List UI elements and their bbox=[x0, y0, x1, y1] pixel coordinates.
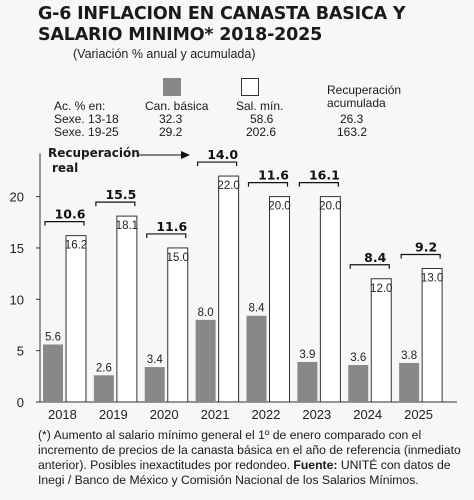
bar-sal-min bbox=[269, 196, 290, 403]
chart-subtitle: (Variación % anual y acumulada) bbox=[73, 47, 256, 61]
bar-chart: 0 5 10 15 20 5.6 16.2 10.6 2018 2.6 18.1 15.5 2019 3.… bbox=[10, 147, 457, 422]
legend-swatch-can-basica bbox=[163, 78, 181, 96]
data-label-recuperacion: 15.5 bbox=[105, 187, 136, 202]
y-tick-label: 0 bbox=[17, 395, 24, 410]
data-label-sal-min: 12.0 bbox=[370, 283, 392, 295]
data-label-recuperacion: 14.0 bbox=[207, 147, 238, 162]
bar-can-basica bbox=[144, 367, 165, 402]
y-tick-label: 20 bbox=[10, 190, 24, 205]
recovery-annotation-line1: Recuperación bbox=[48, 146, 140, 160]
legend-row-label: Sexe. 19-25 bbox=[54, 125, 119, 139]
legend-row-value-sal: 202.6 bbox=[246, 125, 277, 139]
recuperacion-bracket bbox=[146, 233, 187, 238]
bar-can-basica bbox=[399, 362, 420, 402]
x-tick-label: 2024 bbox=[353, 407, 382, 422]
footnote-source-text: UNITÉ con datos de Inegi / Banco de Méxi… bbox=[38, 458, 451, 487]
annotation-arrow-head bbox=[181, 151, 190, 159]
footnote-source-label: Fuente: bbox=[293, 458, 338, 472]
footnote: (*) Aumento al salario mínimo general el… bbox=[38, 428, 468, 488]
data-label-sal-min: 15.0 bbox=[167, 252, 189, 264]
data-label-recuperacion: 11.6 bbox=[156, 219, 187, 234]
x-tick-label: 2018 bbox=[48, 407, 77, 422]
data-label-sal-min: 20.0 bbox=[319, 201, 341, 213]
data-label-sal-min: 22.0 bbox=[217, 180, 239, 192]
recovery-annotation: Recuperación real bbox=[48, 146, 140, 176]
data-label-can-basica: 5.6 bbox=[45, 331, 61, 343]
data-label-can-basica: 3.6 bbox=[350, 352, 366, 364]
x-tick-label: 2021 bbox=[201, 407, 230, 422]
bar-sal-min bbox=[319, 196, 341, 403]
legend-recovery-label-line1: Recuperación bbox=[327, 83, 402, 97]
x-tick-label: 2020 bbox=[150, 407, 179, 422]
chart-title-line2: SALARIO MINIMO* 2018-2025 bbox=[38, 25, 323, 45]
data-label-recuperacion: 9.2 bbox=[415, 239, 437, 254]
legend-row-label: Sexe. 13-18 bbox=[54, 112, 119, 126]
bar-sal-min bbox=[167, 247, 189, 403]
bar-can-basica bbox=[348, 365, 369, 402]
data-label-can-basica: 2.6 bbox=[96, 362, 112, 374]
bar-sal-min bbox=[370, 278, 392, 403]
data-label-sal-min: 20.0 bbox=[268, 201, 290, 213]
legend bbox=[0, 78, 474, 96]
bar-sal-min bbox=[65, 235, 87, 403]
recuperacion-bracket bbox=[400, 253, 441, 259]
data-label-can-basica: 8.4 bbox=[249, 303, 266, 315]
legend-swatch-sal-min bbox=[241, 78, 259, 96]
y-tick-label: 10 bbox=[10, 292, 24, 307]
legend-row-value-can: 29.2 bbox=[159, 125, 183, 139]
data-label-can-basica: 3.4 bbox=[147, 354, 164, 366]
y-tick-label: 15 bbox=[10, 241, 24, 256]
data-label-recuperacion: 8.4 bbox=[364, 250, 386, 265]
x-tick-label: 2025 bbox=[404, 407, 433, 422]
x-tick-label: 2023 bbox=[302, 407, 331, 422]
x-tick-label: 2022 bbox=[251, 407, 280, 422]
data-label-can-basica: 3.8 bbox=[401, 350, 417, 362]
bar-can-basica bbox=[43, 344, 63, 402]
recuperacion-bracket bbox=[298, 182, 339, 187]
bar-sal-min bbox=[218, 175, 240, 403]
data-label-recuperacion: 16.1 bbox=[309, 168, 340, 183]
legend-can-basica-label: Can. básica bbox=[145, 99, 209, 113]
bar-sal-min bbox=[116, 215, 138, 403]
legend-row-value-can: 32.3 bbox=[159, 112, 183, 126]
recuperacion-bracket bbox=[349, 264, 390, 269]
chart-title: G-6 INFLACION EN CANASTA BASICA Y SALARI… bbox=[38, 4, 468, 46]
data-label-sal-min: 18.1 bbox=[116, 220, 138, 232]
data-label-can-basica: 3.9 bbox=[299, 349, 315, 361]
legend-row-value-rec: 163.2 bbox=[337, 125, 368, 139]
bar-can-basica bbox=[297, 361, 318, 402]
recovery-annotation-line2: real bbox=[52, 161, 79, 175]
data-label-sal-min: 13.0 bbox=[421, 272, 443, 284]
chart-title-line1: G-6 INFLACION EN CANASTA BASICA Y bbox=[38, 4, 406, 24]
bar-can-basica bbox=[93, 375, 114, 402]
legend-recovery-label-line2: acumulada bbox=[327, 96, 386, 110]
recuperacion-bracket bbox=[95, 201, 136, 207]
y-tick-label: 5 bbox=[17, 344, 24, 359]
data-label-sal-min: 16.2 bbox=[65, 240, 87, 252]
recuperacion-bracket bbox=[44, 221, 85, 226]
bar-can-basica bbox=[246, 315, 267, 402]
bar-sal-min bbox=[421, 267, 443, 403]
data-label-can-basica: 8.0 bbox=[198, 307, 214, 319]
data-label-recuperacion: 11.6 bbox=[258, 168, 289, 183]
legend-row-value-sal: 58.6 bbox=[250, 112, 274, 126]
legend-row-value-rec: 26.3 bbox=[340, 112, 364, 126]
recuperacion-bracket bbox=[197, 161, 238, 167]
legend-recovery-label: Recuperación acumulada bbox=[327, 84, 401, 110]
bar-can-basica bbox=[195, 319, 216, 402]
legend-sal-min-label: Sal. mín. bbox=[236, 99, 284, 113]
data-label-recuperacion: 10.6 bbox=[55, 207, 86, 222]
footnote-text: (*) Aumento al salario mínimo general el… bbox=[38, 428, 461, 472]
legend-row-header: Ac. % en: bbox=[54, 99, 106, 113]
x-tick-label: 2019 bbox=[99, 407, 128, 422]
recuperacion-bracket bbox=[247, 182, 289, 187]
